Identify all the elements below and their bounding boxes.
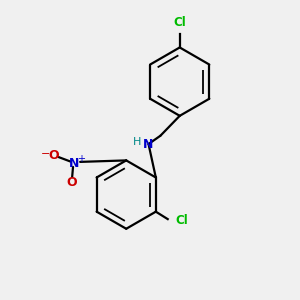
Text: H: H bbox=[133, 137, 142, 147]
Text: O: O bbox=[48, 149, 59, 162]
Text: N: N bbox=[69, 157, 80, 170]
Text: O: O bbox=[66, 176, 76, 189]
Text: −: − bbox=[41, 149, 51, 160]
Text: Cl: Cl bbox=[175, 214, 188, 227]
Text: Cl: Cl bbox=[173, 16, 186, 29]
Text: +: + bbox=[77, 154, 85, 164]
Text: N: N bbox=[143, 138, 154, 151]
